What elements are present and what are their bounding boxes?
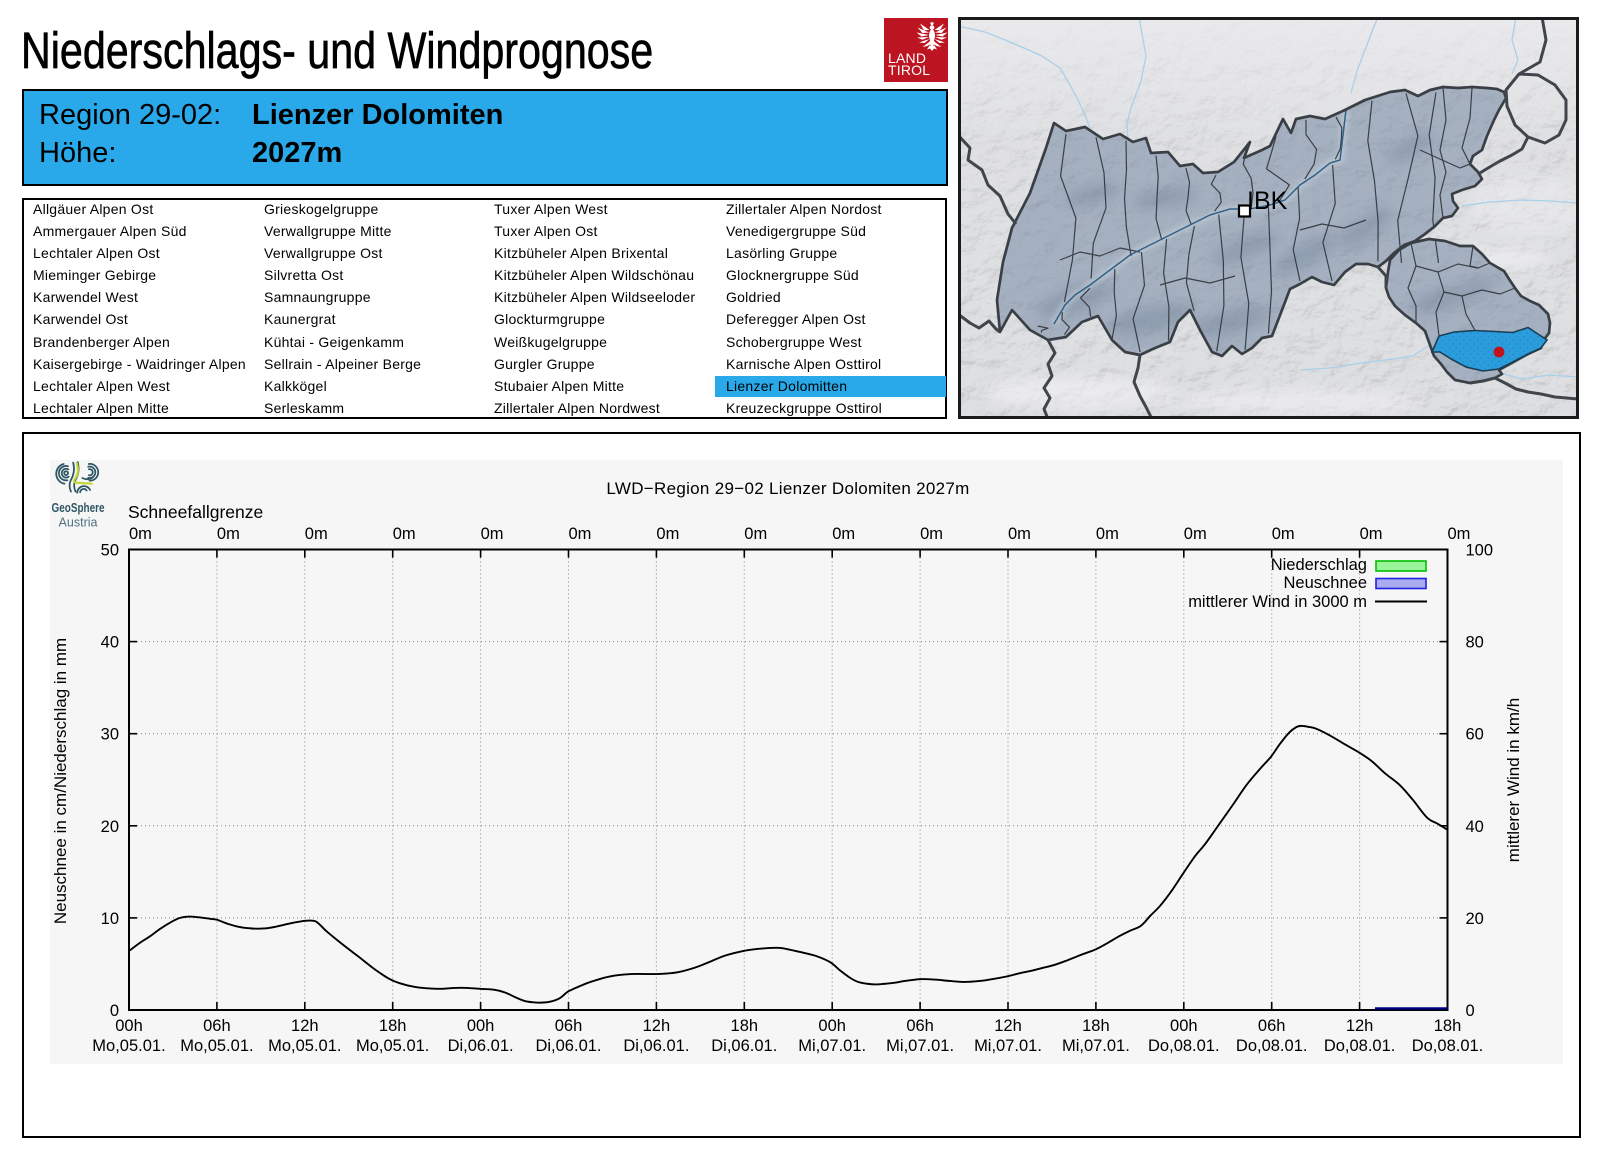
svg-text:0m: 0m [1096, 525, 1119, 543]
svg-text:0m: 0m [1008, 525, 1031, 543]
svg-text:60: 60 [1466, 726, 1484, 744]
svg-text:12h: 12h [1346, 1017, 1374, 1035]
svg-text:0m: 0m [569, 525, 592, 543]
svg-text:mittlerer Wind in 3000 m: mittlerer Wind in 3000 m [1188, 593, 1367, 611]
svg-text:0m: 0m [1360, 525, 1383, 543]
svg-text:mittlerer Wind in km/h: mittlerer Wind in km/h [1504, 698, 1523, 862]
svg-text:18h: 18h [1434, 1017, 1462, 1035]
svg-text:12h: 12h [994, 1017, 1022, 1035]
svg-text:0m: 0m [920, 525, 943, 543]
svg-text:0: 0 [110, 1002, 119, 1020]
svg-text:Mo,05.01.: Mo,05.01. [92, 1037, 165, 1055]
svg-text:40: 40 [1466, 818, 1484, 836]
svg-text:Niederschlag: Niederschlag [1271, 556, 1367, 574]
svg-text:40: 40 [101, 634, 119, 652]
svg-text:0: 0 [1466, 1002, 1475, 1020]
svg-text:20: 20 [101, 818, 119, 836]
svg-text:Mo,05.01.: Mo,05.01. [268, 1037, 341, 1055]
svg-text:00h: 00h [818, 1017, 846, 1035]
svg-text:0m: 0m [832, 525, 855, 543]
svg-text:06h: 06h [555, 1017, 583, 1035]
svg-text:Do,08.01.: Do,08.01. [1148, 1037, 1220, 1055]
svg-text:0m: 0m [217, 525, 240, 543]
svg-text:06h: 06h [906, 1017, 934, 1035]
svg-text:Do,08.01.: Do,08.01. [1412, 1037, 1484, 1055]
svg-text:IBK: IBK [1247, 187, 1288, 215]
svg-text:00h: 00h [115, 1017, 143, 1035]
svg-text:Mi,07.01.: Mi,07.01. [798, 1037, 866, 1055]
svg-text:30: 30 [101, 726, 119, 744]
svg-text:Do,08.01.: Do,08.01. [1236, 1037, 1308, 1055]
svg-text:06h: 06h [203, 1017, 231, 1035]
svg-text:Neuschnee: Neuschnee [1284, 574, 1367, 592]
svg-text:18h: 18h [379, 1017, 407, 1035]
svg-text:Mi,07.01.: Mi,07.01. [886, 1037, 954, 1055]
svg-text:0m: 0m [129, 525, 152, 543]
svg-text:06h: 06h [1258, 1017, 1286, 1035]
svg-text:0m: 0m [481, 525, 504, 543]
svg-text:0m: 0m [1184, 525, 1207, 543]
svg-text:Di,06.01.: Di,06.01. [623, 1037, 689, 1055]
svg-text:Neuschnee in cm/Niederschlag i: Neuschnee in cm/Niederschlag in mm [51, 638, 70, 924]
svg-text:00h: 00h [467, 1017, 495, 1035]
svg-text:Di,06.01.: Di,06.01. [448, 1037, 514, 1055]
svg-text:50: 50 [101, 542, 119, 560]
svg-text:Austria: Austria [59, 516, 98, 530]
svg-text:Di,06.01.: Di,06.01. [711, 1037, 777, 1055]
svg-text:12h: 12h [643, 1017, 671, 1035]
svg-text:Mi,07.01.: Mi,07.01. [1062, 1037, 1130, 1055]
svg-text:12h: 12h [291, 1017, 319, 1035]
svg-text:20: 20 [1466, 910, 1484, 928]
svg-text:0m: 0m [393, 525, 416, 543]
svg-text:Di,06.01.: Di,06.01. [535, 1037, 601, 1055]
svg-text:0m: 0m [1448, 525, 1471, 543]
svg-text:Mi,07.01.: Mi,07.01. [974, 1037, 1042, 1055]
svg-text:80: 80 [1466, 634, 1484, 652]
svg-text:0m: 0m [744, 525, 767, 543]
svg-text:18h: 18h [731, 1017, 759, 1035]
svg-text:LWD−Region 29−02 Lienzer Dolom: LWD−Region 29−02 Lienzer Dolomiten 2027m [606, 479, 969, 498]
svg-text:Do,08.01.: Do,08.01. [1324, 1037, 1396, 1055]
svg-text:Schneefallgrenze: Schneefallgrenze [128, 502, 263, 522]
svg-text:GeoSphere: GeoSphere [52, 500, 105, 515]
svg-text:Mo,05.01.: Mo,05.01. [356, 1037, 429, 1055]
svg-text:0m: 0m [656, 525, 679, 543]
svg-text:10: 10 [101, 910, 119, 928]
svg-text:0m: 0m [1272, 525, 1295, 543]
svg-text:0m: 0m [305, 525, 328, 543]
svg-text:18h: 18h [1082, 1017, 1110, 1035]
svg-text:Mo,05.01.: Mo,05.01. [180, 1037, 253, 1055]
svg-text:100: 100 [1466, 542, 1494, 560]
svg-text:00h: 00h [1170, 1017, 1198, 1035]
